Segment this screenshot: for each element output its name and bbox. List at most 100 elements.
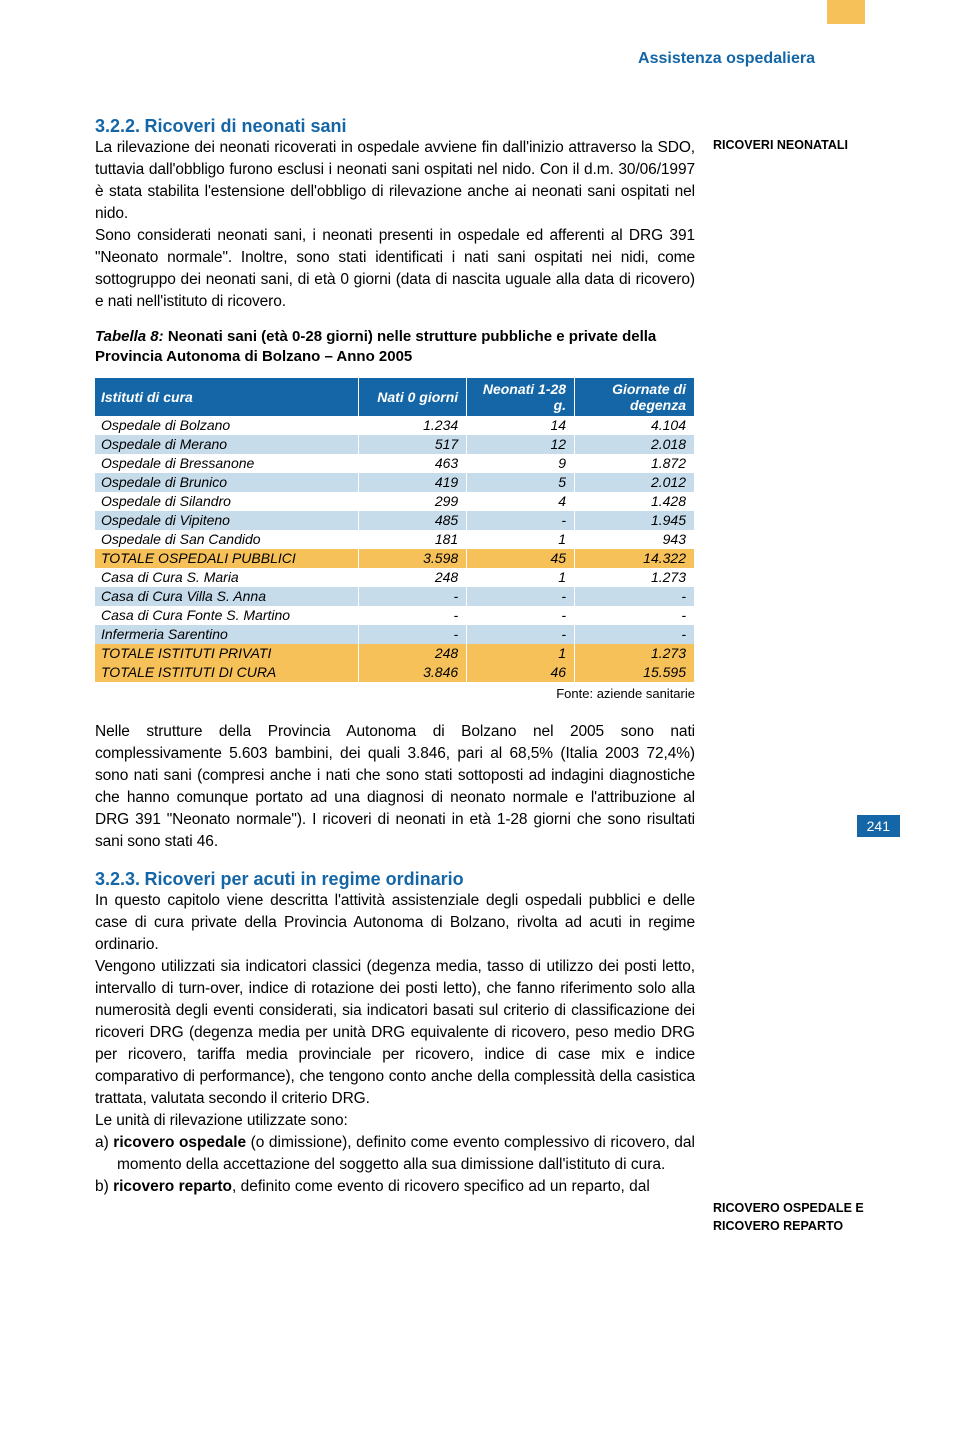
item-b-rest: , definito come evento di ricovero speci… [232, 1178, 650, 1195]
table-cell: 1.872 [575, 454, 695, 473]
table8-col-0: Istituti di cura [95, 378, 359, 416]
table-cell: 4.104 [575, 416, 695, 435]
table-cell: TOTALE ISTITUTI DI CURA [95, 663, 359, 682]
table8-header-row: Istituti di cura Nati 0 giorni Neonati 1… [95, 378, 695, 416]
table-cell: 181 [359, 530, 467, 549]
table-cell: Ospedale di Silandro [95, 492, 359, 511]
table-cell: 1 [467, 644, 575, 663]
table-cell: 1.234 [359, 416, 467, 435]
table-cell: - [359, 587, 467, 606]
table8-caption: Tabella 8: Neonati sani (età 0-28 giorni… [95, 327, 695, 368]
side-label-ricovero-ospedale: RICOVERO OSPEDALE E RICOVERO REPARTO [713, 1199, 865, 1237]
table-cell: 1.273 [575, 644, 695, 663]
table-row: Casa di Cura S. Maria24811.273 [95, 568, 695, 587]
section-num-322: 3.2.2. [95, 116, 140, 136]
item-a-bold: ricovero ospedale [113, 1134, 246, 1151]
table8: Istituti di cura Nati 0 giorni Neonati 1… [95, 378, 695, 682]
table-cell: 517 [359, 435, 467, 454]
para-323-1: In questo capitolo viene descritta l'att… [95, 890, 695, 956]
page-number-badge: 241 [857, 815, 900, 837]
table-cell: 1.945 [575, 511, 695, 530]
table-cell: - [467, 625, 575, 644]
table-row: Ospedale di Brunico41952.012 [95, 473, 695, 492]
table-cell: TOTALE OSPEDALI PUBBLICI [95, 549, 359, 568]
table-row: TOTALE ISTITUTI DI CURA3.8464615.595 [95, 663, 695, 682]
item-a-label: a) [95, 1134, 113, 1151]
table8-caption-prefix: Tabella 8: [95, 328, 164, 345]
table-cell: 943 [575, 530, 695, 549]
table-cell: 419 [359, 473, 467, 492]
table-cell: 299 [359, 492, 467, 511]
table-cell: Infermeria Sarentino [95, 625, 359, 644]
table-cell: Ospedale di Bressanone [95, 454, 359, 473]
table-cell: Ospedale di Merano [95, 435, 359, 454]
table-cell: Ospedale di Vipiteno [95, 511, 359, 530]
table-cell: 4 [467, 492, 575, 511]
table-cell: - [467, 606, 575, 625]
section-title-323: Ricoveri per acuti in regime ordinario [145, 869, 464, 889]
table-cell: 5 [467, 473, 575, 492]
para-323-3: Le unità di rilevazione utilizzate sono: [95, 1110, 695, 1132]
table-cell: - [359, 625, 467, 644]
table8-col-2: Neonati 1-28 g. [467, 378, 575, 416]
header-stripe [827, 0, 865, 24]
table-cell: Ospedale di San Candido [95, 530, 359, 549]
table-cell: 2.018 [575, 435, 695, 454]
table-row: Ospedale di Bressanone46391.872 [95, 454, 695, 473]
table-cell: TOTALE ISTITUTI PRIVATI [95, 644, 359, 663]
table-cell: - [359, 606, 467, 625]
table-row: Infermeria Sarentino--- [95, 625, 695, 644]
table-row: Ospedale di Bolzano1.234144.104 [95, 416, 695, 435]
table-cell: 1 [467, 530, 575, 549]
table-row: Ospedale di Silandro29941.428 [95, 492, 695, 511]
table-cell: 3.846 [359, 663, 467, 682]
para-323-2: Vengono utilizzati sia indicatori classi… [95, 956, 695, 1110]
table-row: Casa di Cura Villa S. Anna--- [95, 587, 695, 606]
table-cell: 1.428 [575, 492, 695, 511]
list-item-b: b) ricovero reparto, definito come event… [95, 1176, 695, 1198]
side-label-ricoveri-neonatali: RICOVERI NEONATALI [713, 136, 865, 155]
table-cell: Casa di Cura Villa S. Anna [95, 587, 359, 606]
table8-caption-text: Neonati sani (età 0-28 giorni) nelle str… [95, 328, 656, 365]
para-322-2: Sono considerati neonati sani, i neonati… [95, 225, 695, 313]
table-cell: 248 [359, 568, 467, 587]
list-item-a: a) ricovero ospedale (o dimissione), def… [95, 1132, 695, 1176]
table-cell: - [575, 587, 695, 606]
table-cell: 1 [467, 568, 575, 587]
table-cell: 3.598 [359, 549, 467, 568]
para-322-1: La rilevazione dei neonati ricoverati in… [95, 137, 695, 225]
table-row: Ospedale di Vipiteno485-1.945 [95, 511, 695, 530]
table-cell: 2.012 [575, 473, 695, 492]
table-row: TOTALE OSPEDALI PUBBLICI3.5984514.322 [95, 549, 695, 568]
table-row: TOTALE ISTITUTI PRIVATI24811.273 [95, 644, 695, 663]
table8-source: Fonte: aziende sanitarie [95, 686, 695, 701]
table8-col-3: Giornate di degenza [575, 378, 695, 416]
table-cell: Ospedale di Brunico [95, 473, 359, 492]
table-cell: 463 [359, 454, 467, 473]
table-cell: 1.273 [575, 568, 695, 587]
para-below-table: Nelle strutture della Provincia Autonoma… [95, 721, 695, 853]
item-b-bold: ricovero reparto [113, 1178, 232, 1195]
table-cell: 15.595 [575, 663, 695, 682]
table-cell: - [467, 511, 575, 530]
table-cell: 248 [359, 644, 467, 663]
table8-col-1: Nati 0 giorni [359, 378, 467, 416]
table-cell: 12 [467, 435, 575, 454]
table-cell: 9 [467, 454, 575, 473]
table-cell: 14 [467, 416, 575, 435]
table-cell: 45 [467, 549, 575, 568]
section-num-323: 3.2.3. [95, 869, 140, 889]
table-cell: 485 [359, 511, 467, 530]
table-cell: 46 [467, 663, 575, 682]
header-title: Assistenza ospedaliera [95, 50, 815, 68]
section-title-322: Ricoveri di neonati sani [145, 116, 347, 136]
table-cell: 14.322 [575, 549, 695, 568]
item-b-label: b) [95, 1178, 113, 1195]
table-cell: Casa di Cura S. Maria [95, 568, 359, 587]
table-cell: Casa di Cura Fonte S. Martino [95, 606, 359, 625]
table-row: Ospedale di Merano517122.018 [95, 435, 695, 454]
table-cell: - [467, 587, 575, 606]
table-row: Ospedale di San Candido1811943 [95, 530, 695, 549]
table-row: Casa di Cura Fonte S. Martino--- [95, 606, 695, 625]
table-cell: - [575, 625, 695, 644]
